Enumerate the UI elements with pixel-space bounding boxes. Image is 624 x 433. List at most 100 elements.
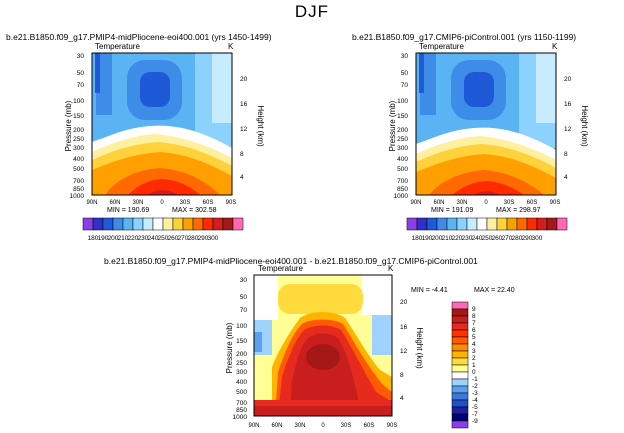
- panel-1-colorbar-label: 220: [128, 235, 139, 242]
- panel-3-ytick-right: 20: [400, 299, 408, 306]
- panel-3-ylabel-right: Height (km): [415, 327, 424, 369]
- panel-2-colorbar-label: 260: [492, 235, 503, 242]
- panel-1-xtick: 0: [160, 200, 164, 206]
- panel-1-colorbar: [82, 217, 244, 231]
- panel-1-ytick: 250: [73, 136, 84, 143]
- panel-2-ytick: 150: [397, 113, 408, 120]
- panel-1-min-label: MIN = 190.69: [107, 207, 149, 214]
- panel-3-plot-frame: [253, 274, 393, 417]
- panel-3-colorbar-label: -1: [472, 376, 478, 383]
- panel-2-chart: Temperature K 30 50 70 100 150 200 250 3…: [388, 42, 589, 242]
- panel-1-ytick: 500: [73, 166, 84, 173]
- panel-2-xtick: 60S: [527, 200, 538, 206]
- colorbar-swatch: [506, 217, 518, 231]
- colorbar-swatch: [451, 308, 469, 317]
- panel-3-xtick: 0: [321, 423, 325, 429]
- colorbar-swatch: [446, 217, 458, 231]
- panel-3-stratosphere-warming: [278, 284, 363, 314]
- panel-3-colorbar-label: 2: [472, 355, 476, 362]
- panel-2-ytick: 500: [397, 166, 408, 173]
- colorbar-swatch: [451, 385, 469, 394]
- panel-3-ytick-right: 8: [400, 372, 404, 379]
- panel-2-max-label: MAX = 298.97: [496, 207, 541, 214]
- panel-3-colorbar-label: 0: [472, 369, 476, 376]
- panel-3-band-8-core: [306, 344, 340, 370]
- panel-2-colorbar-label: 220: [452, 235, 463, 242]
- panel-3-colorbar-label: 8: [472, 313, 476, 320]
- panel-1-ytick-right: 4: [240, 174, 244, 181]
- panel-1-colorbar-label: 290: [198, 235, 209, 242]
- panel-3-max-label: MAX = 22.40: [474, 287, 515, 294]
- panel-3-ytick: 300: [236, 369, 247, 376]
- panel-3-xtick: 30S: [341, 423, 352, 429]
- panel-1-ytick: 850: [73, 186, 84, 193]
- panel-3-colorbar-label: -9: [472, 418, 478, 425]
- panel-3-colorbar-label: 9: [472, 306, 476, 313]
- colorbar-swatch: [182, 217, 194, 231]
- colorbar-swatch: [142, 217, 154, 231]
- panel-1-colorbar-label: 260: [168, 235, 179, 242]
- panel-3-ytick: 250: [236, 360, 247, 367]
- panel-3-min-label: MIN = -4.41: [411, 287, 448, 294]
- colorbar-swatch: [451, 343, 469, 352]
- colorbar-swatch: [112, 217, 124, 231]
- panel-2-plot-frame: [415, 52, 557, 196]
- panel-3-ytick: 100: [236, 323, 247, 330]
- panel-1-title: b.e21.B1850.f09_g17.PMIP4-midPliocene-eo…: [6, 32, 272, 42]
- panel-2-xtick: 90S: [550, 200, 561, 206]
- panel-2-ytick: 30: [401, 53, 409, 60]
- panel-3-ytick: 1000: [233, 414, 248, 421]
- colorbar-swatch: [526, 217, 538, 231]
- panel-3-colorbar-label: -2: [472, 383, 478, 390]
- colorbar-swatch: [172, 217, 184, 231]
- colorbar-swatch: [202, 217, 214, 231]
- panel-1-ytick: 50: [77, 70, 85, 77]
- colorbar-swatch: [152, 217, 164, 231]
- colorbar-swatch: [451, 420, 469, 429]
- panel-3-subtitle: Temperature: [258, 264, 303, 273]
- panel-1-xtick: 30N: [132, 200, 143, 206]
- panel-2-ytick: 300: [397, 145, 408, 152]
- panel-3-xtick: 60S: [364, 423, 375, 429]
- colorbar-swatch: [451, 322, 469, 331]
- panel-2-colorbar-label: 270: [502, 235, 513, 242]
- panel-1-colorbar-label: 200: [108, 235, 119, 242]
- panel-1-ylabel: Pressure (mb): [64, 100, 73, 151]
- panel-3-ytick: 150: [236, 338, 247, 345]
- colorbar-swatch: [162, 217, 174, 231]
- panel-2-min-label: MIN = 191.09: [431, 207, 473, 214]
- panel-1-ytick-right: 16: [240, 101, 248, 108]
- panel-1-band-max: [148, 190, 178, 195]
- colorbar-swatch: [82, 217, 94, 231]
- panel-3-colorbar-label: 6: [472, 327, 476, 334]
- colorbar-swatch: [556, 217, 568, 231]
- panel-3-ytick: 50: [240, 294, 248, 301]
- panel-1-polar-vortex-core: [95, 53, 100, 93]
- colorbar-swatch: [451, 350, 469, 359]
- panel-2-xtick: 60N: [433, 200, 444, 206]
- panel-2-title: b.e21.B1850.f09_g17.CMIP6-piControl.001 …: [352, 32, 577, 42]
- colorbar-swatch: [406, 217, 418, 231]
- panel-3-chart: Temperature K 30 50 70 100 150 200 250 3…: [225, 264, 515, 429]
- panel-3-colorbar-label: 7: [472, 320, 476, 327]
- colorbar-swatch: [451, 329, 469, 338]
- panel-3-colorbar-label: 3: [472, 348, 476, 355]
- panel-2-ytick: 250: [397, 136, 408, 143]
- panel-3-ytick-right: 4: [400, 395, 404, 402]
- panel-1-ytick: 70: [77, 82, 85, 89]
- panel-3-colorbar-label: -3: [472, 390, 478, 397]
- panel-2-ylabel-right: Height (km): [580, 105, 589, 147]
- panel-3-ytick: 200: [236, 351, 247, 358]
- colorbar-swatch: [132, 217, 144, 231]
- panel-2-units: K: [552, 42, 558, 51]
- colorbar-swatch: [451, 406, 469, 415]
- panel-3-ytick: 70: [240, 307, 248, 314]
- panel-1-colorbar-label: 270: [178, 235, 189, 242]
- panel-1-colorbar-label: 240: [148, 235, 159, 242]
- panel-3-units: K: [388, 264, 394, 273]
- panel-2-ytick-right: 4: [564, 174, 568, 181]
- colorbar-swatch: [451, 357, 469, 366]
- panel-1-plot-frame: [91, 52, 233, 196]
- panel-1-ytick: 200: [73, 127, 84, 134]
- colorbar-swatch: [192, 217, 204, 231]
